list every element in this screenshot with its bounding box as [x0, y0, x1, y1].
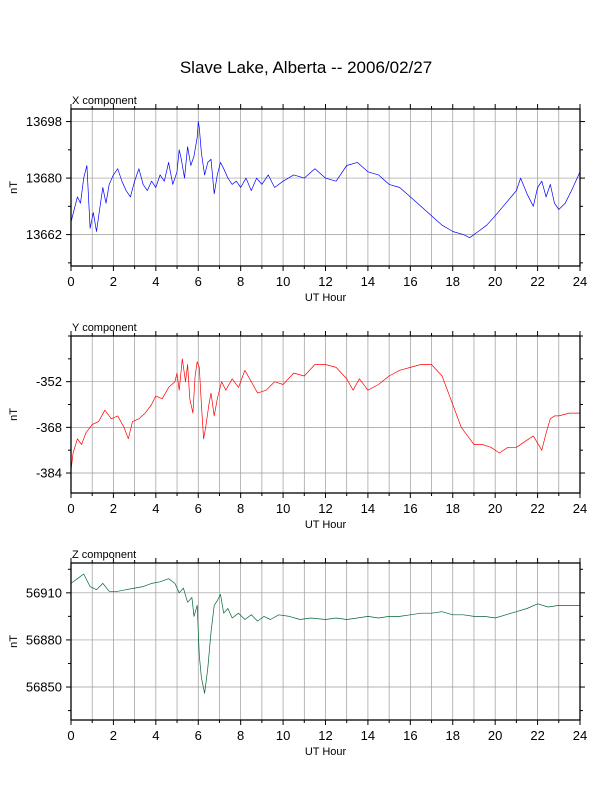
- x-tick-label: 22: [530, 501, 544, 516]
- y-tick-label: 13662: [26, 227, 62, 242]
- x-tick-label: 18: [446, 274, 460, 289]
- page-title: Slave Lake, Alberta -- 2006/02/27: [179, 58, 433, 77]
- x-tick-label: 12: [318, 501, 332, 516]
- x-tick-label: 18: [446, 728, 460, 743]
- x-tick-label: 16: [403, 728, 417, 743]
- x-tick-label: 10: [276, 274, 290, 289]
- x-tick-label: 6: [195, 728, 202, 743]
- x-tick-label: 4: [152, 274, 159, 289]
- x-tick-label: 6: [195, 501, 202, 516]
- x-tick-label: 4: [152, 728, 159, 743]
- x-tick-label: 2: [110, 728, 117, 743]
- panel-title: Z component: [72, 549, 136, 561]
- x-tick-label: 0: [67, 728, 74, 743]
- x-tick-label: 2: [110, 274, 117, 289]
- x-tick-label: 14: [361, 728, 375, 743]
- x-tick-label: 6: [195, 274, 202, 289]
- x-axis-label: UT Hour: [305, 292, 347, 304]
- y-tick-label: -384: [36, 466, 62, 481]
- x-tick-label: 20: [488, 728, 502, 743]
- data-series-line: [70, 121, 581, 239]
- x-axis-label: UT Hour: [305, 519, 347, 531]
- x-tick-label: 22: [530, 274, 544, 289]
- x-tick-label: 12: [318, 728, 332, 743]
- x-tick-label: 10: [276, 728, 290, 743]
- y-tick-label: -352: [36, 374, 62, 389]
- x-tick-label: 0: [67, 274, 74, 289]
- x-tick-label: 20: [488, 274, 502, 289]
- data-series-line: [70, 573, 580, 694]
- x-tick-label: 8: [237, 728, 244, 743]
- x-tick-label: 24: [573, 728, 587, 743]
- y-tick-label: -368: [36, 420, 62, 435]
- y-tick-label: 56880: [26, 632, 62, 647]
- y-tick-label: 56910: [26, 585, 62, 600]
- x-tick-label: 16: [403, 501, 417, 516]
- x-tick-label: 18: [446, 501, 460, 516]
- x-tick-label: 12: [318, 274, 332, 289]
- y-tick-label: 56850: [26, 680, 62, 695]
- x-tick-label: 8: [237, 501, 244, 516]
- y-axis-label: nT: [8, 635, 20, 648]
- x-tick-label: 0: [67, 501, 74, 516]
- y-tick-label: 13698: [26, 114, 62, 129]
- x-tick-label: 8: [237, 274, 244, 289]
- x-tick-label: 24: [573, 274, 587, 289]
- x-tick-label: 14: [361, 274, 375, 289]
- x-tick-label: 22: [530, 728, 544, 743]
- y-axis-label: nT: [8, 408, 20, 421]
- x-tick-label: 20: [488, 501, 502, 516]
- data-series-line: [70, 358, 580, 471]
- x-axis-label: UT Hour: [305, 746, 347, 758]
- x-tick-label: 16: [403, 274, 417, 289]
- y-axis-label: nT: [8, 181, 20, 194]
- panel-title: X component: [72, 95, 137, 107]
- x-tick-label: 4: [152, 501, 159, 516]
- x-tick-label: 10: [276, 501, 290, 516]
- x-tick-label: 24: [573, 501, 587, 516]
- panel-title: Y component: [72, 322, 137, 334]
- x-tick-label: 14: [361, 501, 375, 516]
- y-tick-label: 13680: [26, 171, 62, 186]
- x-tick-label: 2: [110, 501, 117, 516]
